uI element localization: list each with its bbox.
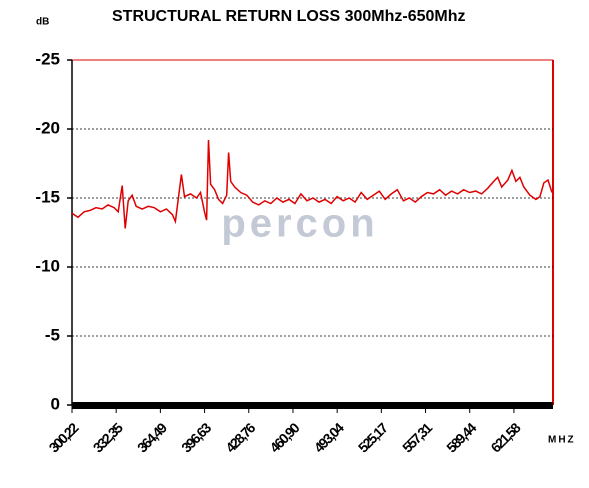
x-tick-label: 589,44 [443, 419, 479, 455]
x-tick-label: 364,49 [134, 419, 170, 455]
x-tick-label: 300,22 [46, 419, 82, 455]
x-tick-label: 428,76 [222, 419, 258, 455]
x-tick-label: 621,58 [487, 419, 523, 455]
x-tick-label: 557,31 [399, 419, 435, 455]
y-tick-label: -25 [35, 49, 60, 68]
y-tick-label: -5 [45, 325, 60, 344]
watermark: percon [221, 202, 378, 246]
y-tick-label: -20 [35, 118, 60, 137]
y-tick-label: -10 [35, 256, 60, 275]
y-tick-label: 0 [51, 394, 60, 413]
x-tick-label: 525,17 [355, 419, 391, 455]
chart-title: STRUCTURAL RETURN LOSS 300Mhz-650Mhz [112, 8, 466, 25]
y-tick-label: -15 [35, 187, 60, 206]
x-axis [72, 402, 553, 409]
x-axis-label: MHZ [548, 435, 576, 446]
y-axis-label: dB [36, 17, 49, 28]
x-tick-label: 460,90 [266, 419, 302, 455]
x-tick-label: 396,63 [178, 419, 214, 455]
data-line [71, 139, 553, 229]
x-tick-label: 493,04 [311, 419, 347, 455]
x-tick-label: 332,35 [90, 419, 126, 455]
